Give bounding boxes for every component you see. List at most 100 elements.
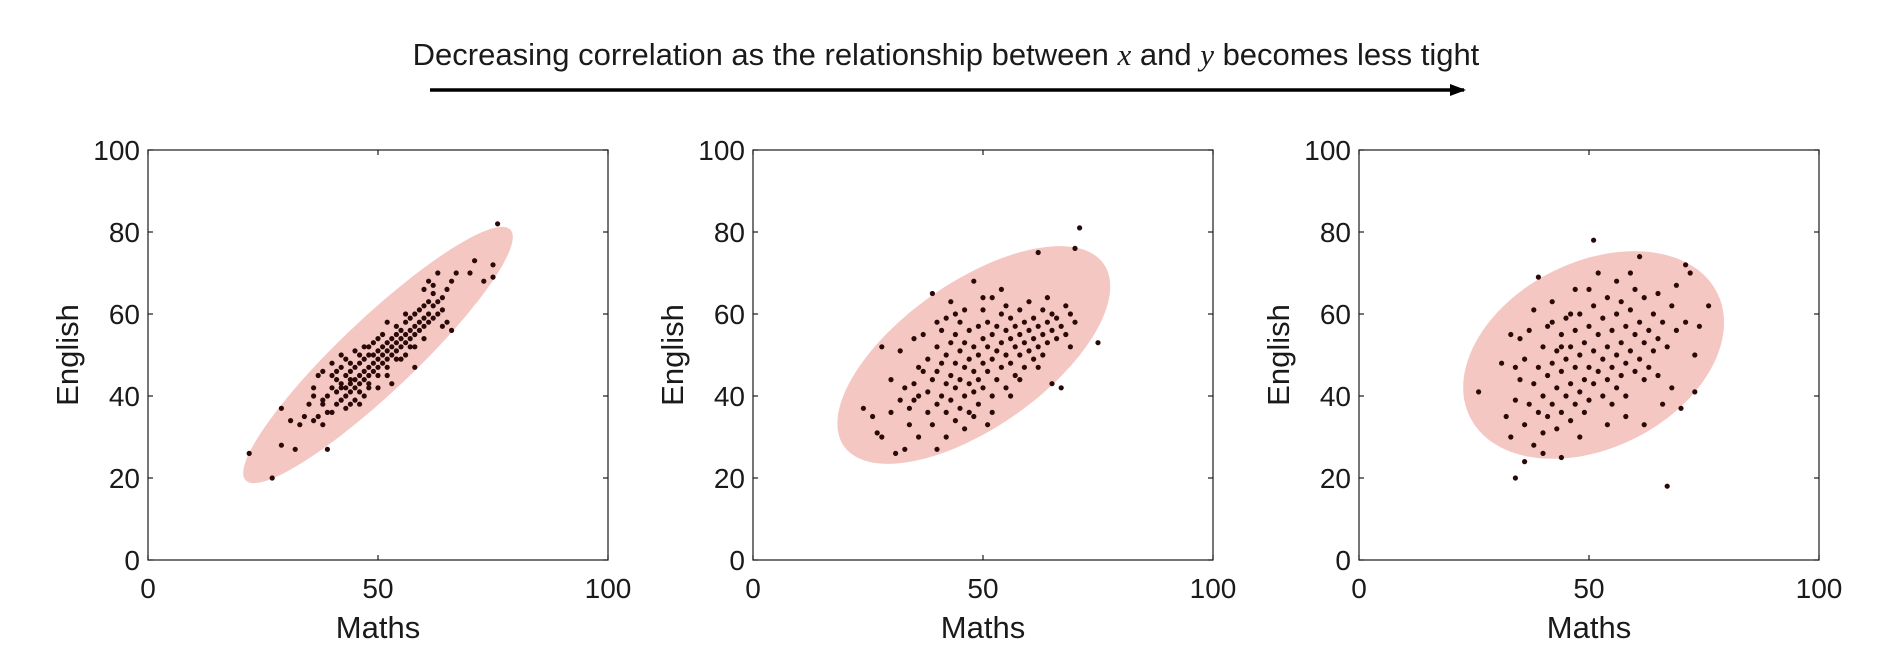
data-point bbox=[975, 401, 982, 407]
data-point bbox=[1687, 270, 1693, 276]
data-point bbox=[1003, 385, 1009, 391]
data-point bbox=[1077, 225, 1083, 231]
x-tick-label: 50 bbox=[1573, 573, 1604, 604]
data-point bbox=[893, 450, 899, 456]
data-point bbox=[1609, 401, 1615, 407]
data-point bbox=[352, 397, 358, 403]
data-point bbox=[311, 418, 317, 424]
x-axis-label: Maths bbox=[336, 610, 420, 645]
data-point bbox=[412, 311, 418, 317]
data-point bbox=[1072, 245, 1078, 251]
data-point bbox=[338, 385, 344, 391]
data-point bbox=[1067, 311, 1073, 317]
data-point bbox=[1026, 299, 1032, 305]
data-point bbox=[370, 360, 376, 366]
data-point bbox=[1563, 393, 1569, 399]
data-point bbox=[906, 422, 913, 428]
data-point bbox=[948, 340, 954, 346]
data-point bbox=[1072, 319, 1078, 325]
data-point bbox=[1600, 315, 1606, 321]
data-point bbox=[421, 336, 427, 342]
data-point bbox=[375, 385, 381, 391]
data-point bbox=[1003, 352, 1009, 358]
data-point bbox=[421, 323, 427, 329]
data-point bbox=[1522, 459, 1528, 465]
data-point bbox=[1476, 389, 1482, 395]
data-point bbox=[998, 364, 1005, 370]
data-point bbox=[292, 446, 298, 452]
data-point bbox=[1581, 409, 1587, 415]
data-point bbox=[407, 315, 413, 321]
data-point bbox=[1678, 405, 1684, 411]
data-point bbox=[1517, 377, 1523, 383]
data-point bbox=[916, 364, 922, 370]
data-point bbox=[1664, 344, 1670, 350]
data-point bbox=[911, 381, 917, 387]
data-point bbox=[925, 389, 931, 395]
data-point bbox=[338, 381, 344, 387]
data-point bbox=[361, 393, 367, 399]
data-point bbox=[1026, 348, 1032, 354]
data-point bbox=[269, 475, 275, 481]
data-point bbox=[888, 377, 894, 383]
data-point bbox=[971, 368, 977, 374]
data-point bbox=[1535, 364, 1541, 370]
data-point bbox=[939, 360, 945, 366]
data-point bbox=[343, 372, 349, 379]
data-point bbox=[334, 368, 340, 374]
data-point bbox=[315, 413, 321, 420]
data-point bbox=[1683, 262, 1689, 268]
data-point bbox=[1012, 323, 1018, 329]
data-point bbox=[366, 372, 372, 379]
data-point bbox=[426, 319, 432, 325]
data-point bbox=[1664, 483, 1670, 489]
data-point bbox=[467, 270, 473, 276]
data-point bbox=[1655, 336, 1661, 342]
data-point bbox=[320, 397, 326, 403]
data-point bbox=[1641, 340, 1647, 346]
data-point bbox=[1669, 385, 1675, 391]
x-tick-label: 100 bbox=[1796, 573, 1843, 604]
data-point bbox=[1632, 331, 1638, 338]
data-point bbox=[934, 446, 940, 452]
x-axis-label: Maths bbox=[941, 610, 1025, 645]
data-point bbox=[1600, 356, 1606, 362]
data-point bbox=[948, 397, 954, 403]
data-point bbox=[1591, 381, 1597, 387]
data-point bbox=[943, 315, 949, 321]
data-point bbox=[1067, 344, 1073, 350]
data-point bbox=[971, 278, 977, 284]
data-point bbox=[1531, 442, 1537, 448]
data-point bbox=[1035, 323, 1041, 329]
x-axis-label: Maths bbox=[1547, 610, 1631, 645]
data-point bbox=[375, 336, 381, 342]
data-point bbox=[1517, 336, 1523, 342]
data-point bbox=[1558, 409, 1564, 415]
data-point bbox=[375, 348, 381, 354]
data-point bbox=[352, 377, 358, 383]
data-point bbox=[320, 401, 326, 407]
x-tick-label: 100 bbox=[1190, 573, 1237, 604]
data-point bbox=[925, 356, 931, 362]
data-point bbox=[357, 372, 363, 379]
data-point bbox=[879, 344, 885, 350]
data-point bbox=[1554, 385, 1560, 391]
data-point bbox=[1554, 426, 1560, 432]
data-point bbox=[435, 270, 441, 276]
data-point bbox=[430, 290, 436, 297]
data-point bbox=[403, 319, 409, 325]
data-point bbox=[1614, 352, 1620, 358]
data-point bbox=[1641, 422, 1647, 428]
data-point bbox=[975, 377, 982, 383]
data-point bbox=[1017, 331, 1023, 338]
data-point bbox=[1545, 372, 1551, 379]
data-point bbox=[925, 409, 931, 415]
data-point bbox=[1586, 364, 1592, 370]
data-point bbox=[1499, 360, 1505, 366]
data-point bbox=[1623, 323, 1629, 329]
data-point bbox=[1549, 319, 1555, 325]
data-point bbox=[334, 389, 340, 395]
data-point bbox=[421, 303, 427, 309]
y-tick-label: 0 bbox=[729, 545, 745, 576]
data-point bbox=[985, 344, 991, 350]
